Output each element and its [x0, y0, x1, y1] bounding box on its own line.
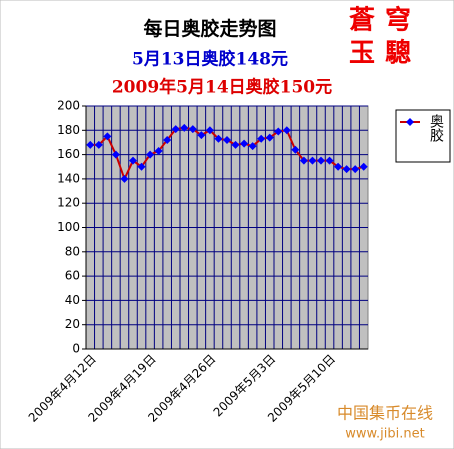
stamp: 玉驄 — [349, 38, 421, 69]
point — [282, 126, 291, 135]
point — [317, 156, 325, 165]
point — [205, 126, 214, 135]
point — [334, 162, 343, 171]
point — [86, 140, 95, 149]
y-tick-label: 100 — [57, 220, 80, 234]
point — [197, 131, 206, 140]
point — [299, 156, 308, 165]
point — [291, 145, 300, 154]
chart-title: 每日奥胶走势图 — [143, 17, 276, 40]
legend — [395, 109, 451, 163]
y-tick-label: 180 — [57, 123, 80, 137]
y-tick-label: 20 — [65, 317, 80, 331]
y-tick-label: 0 — [72, 342, 80, 356]
point — [154, 146, 163, 155]
point — [359, 162, 368, 171]
point — [180, 123, 189, 132]
watermark-url: www.jibi.net — [345, 427, 424, 442]
point — [94, 140, 103, 149]
y-tick-label: 160 — [57, 147, 80, 161]
y-tick-label: 80 — [65, 244, 80, 258]
y-tick-label: 40 — [65, 293, 80, 307]
point — [223, 136, 231, 145]
point — [265, 133, 274, 142]
point — [163, 136, 172, 145]
point — [231, 140, 240, 149]
point — [325, 156, 334, 165]
point — [120, 174, 129, 183]
point — [111, 150, 120, 159]
legend-marker — [406, 118, 414, 126]
chart-subtitle: 2009年5月14日奥胶150元 — [112, 77, 332, 98]
y-tick-label: 200 — [57, 99, 80, 113]
stamp: 蒼穹 — [349, 5, 421, 36]
y-tick-label: 120 — [57, 196, 80, 210]
y-tick-label: 140 — [57, 171, 80, 185]
point — [274, 127, 283, 136]
point — [146, 150, 155, 159]
chart-subtitle: 5月13日奥胶148元 — [132, 49, 288, 70]
watermark: 中国集币在线 — [337, 404, 433, 423]
point — [257, 134, 266, 143]
point — [240, 139, 249, 148]
point — [308, 156, 317, 165]
point — [248, 142, 257, 151]
point — [129, 156, 137, 165]
point — [188, 125, 197, 134]
point — [214, 134, 223, 143]
point — [103, 132, 112, 141]
point — [137, 162, 146, 171]
y-tick-label: 60 — [65, 269, 80, 283]
point — [171, 125, 180, 134]
legend-label: 奥胶 — [428, 113, 444, 143]
point — [342, 165, 351, 174]
point — [351, 165, 360, 174]
